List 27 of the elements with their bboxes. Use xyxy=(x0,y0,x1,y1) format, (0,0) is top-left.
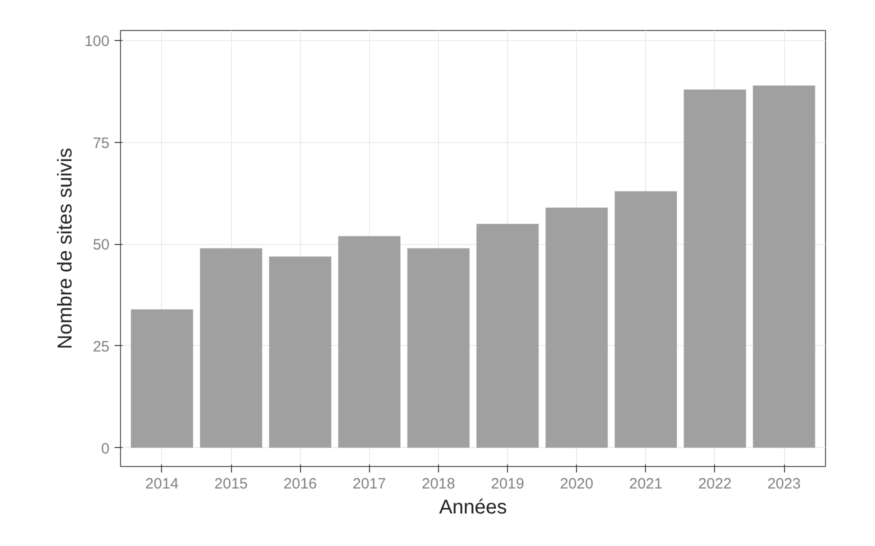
bar xyxy=(476,224,539,448)
x-tick-label: 2017 xyxy=(352,476,386,492)
x-tick-label: 2018 xyxy=(422,476,456,492)
x-tick-label: 2022 xyxy=(698,476,732,492)
y-tick-label: 0 xyxy=(101,440,110,458)
x-tick-label: 2015 xyxy=(214,476,248,492)
bar xyxy=(752,85,816,448)
x-tick-label: 2014 xyxy=(145,476,179,492)
bar xyxy=(338,236,400,448)
y-tick-label: 100 xyxy=(84,33,110,50)
x-tick-label: 2019 xyxy=(490,476,524,492)
y-tick-label: 50 xyxy=(92,236,110,254)
x-tick-label: 2016 xyxy=(284,476,317,492)
x-tick-label: 2020 xyxy=(560,476,594,492)
bar xyxy=(130,309,194,448)
bar xyxy=(614,191,677,448)
y-tick-label: 75 xyxy=(92,134,110,152)
y-tick-label: 25 xyxy=(92,338,110,356)
bar xyxy=(546,208,608,448)
x-axis-title: Années xyxy=(439,496,507,518)
y-axis-title: Nombre de sites suivis xyxy=(54,148,76,350)
bar xyxy=(684,90,746,448)
x-tick-label: 2021 xyxy=(629,476,662,492)
bar xyxy=(407,248,470,448)
x-tick-label: 2023 xyxy=(767,476,801,492)
bar xyxy=(269,256,332,448)
bar xyxy=(200,248,262,448)
